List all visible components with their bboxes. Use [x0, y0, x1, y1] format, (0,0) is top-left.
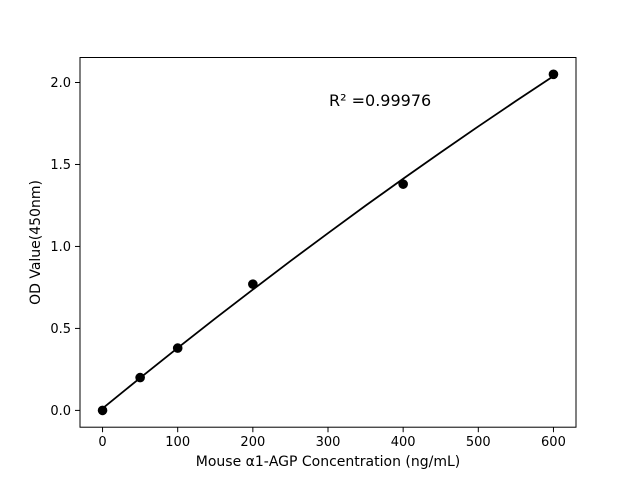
x-tick-label: 200 [240, 435, 265, 450]
y-tick-label: 0.5 [50, 322, 71, 337]
x-axis-ticks: 0 100 200 300 400 500 600 [98, 427, 566, 450]
regression-line [101, 75, 555, 410]
x-tick-label: 500 [466, 435, 491, 450]
y-tick-label: 1.5 [50, 158, 71, 173]
y-tick-label: 2.0 [50, 76, 71, 91]
y-axis-ticks: 0.0 0.5 1.0 1.5 2.0 [50, 76, 80, 419]
x-axis-label: Mouse α1-AGP Concentration (ng/mL) [196, 454, 460, 470]
x-tick-label: 300 [316, 435, 341, 450]
fit-line [101, 75, 555, 410]
x-tick-label: 100 [165, 435, 190, 450]
y-tick-label: 0.0 [50, 404, 71, 419]
data-point [97, 405, 108, 416]
y-tick-label: 1.0 [50, 240, 71, 255]
data-points [97, 69, 559, 416]
data-point [398, 179, 408, 189]
r-squared-annotation: R² =0.99976 [329, 91, 431, 110]
x-tick-label: 600 [541, 435, 566, 450]
x-tick-label: 0 [98, 435, 106, 450]
data-point [548, 69, 559, 80]
plot-border [79, 57, 577, 428]
data-point [248, 279, 258, 289]
data-point [172, 343, 183, 353]
x-tick-label: 400 [391, 435, 416, 450]
data-point [135, 372, 145, 383]
y-axis-label: OD Value(450nm) [28, 180, 44, 305]
